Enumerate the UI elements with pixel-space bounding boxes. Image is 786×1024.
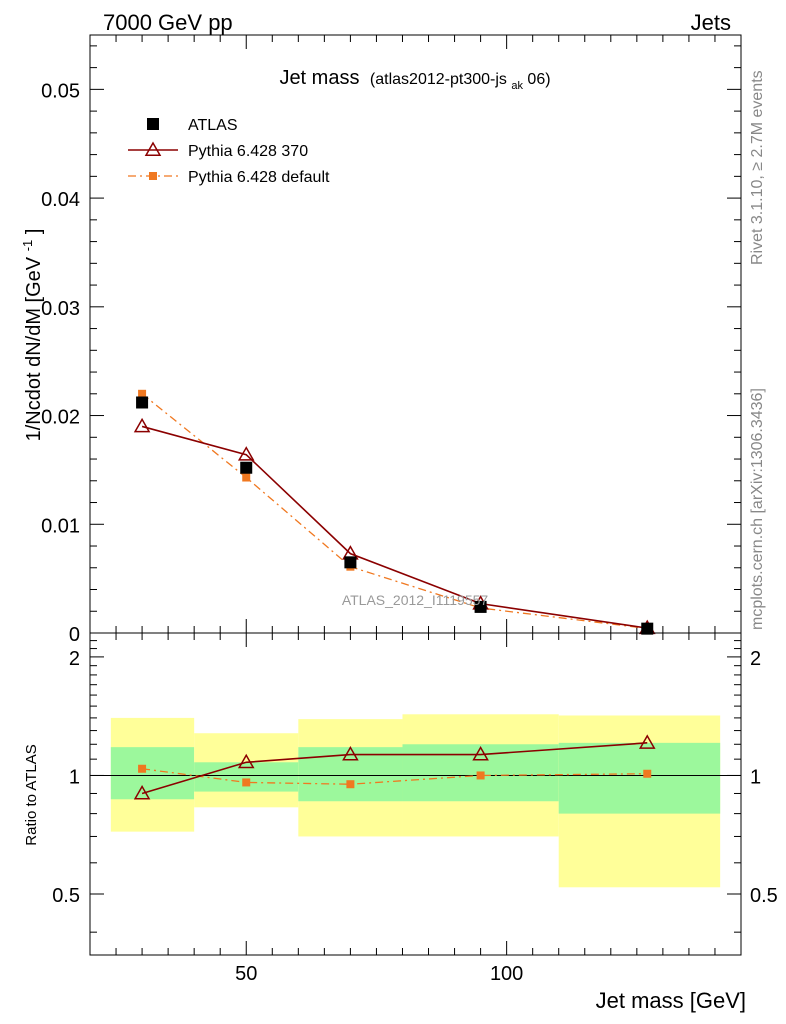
- main-y-tick-label: 0.02: [41, 407, 80, 429]
- ratio-panel: 0.5 0.5 1 1 2 2 50 100 Ratio to ATLAS Jet mass…: [23, 632, 778, 1013]
- ratio-series: [133, 734, 656, 800]
- ratio-data-point: [643, 769, 652, 778]
- main-y-tick-label: 0.04: [41, 189, 80, 211]
- ratio-y-tick-label-right: 2: [750, 648, 761, 670]
- ratio-data-point: [138, 764, 147, 773]
- main-data-point: [136, 396, 149, 409]
- main-y-axis-label: 1/Ncdot dN/dM [GeV -1 ]: [15, 229, 45, 442]
- ratio-inner-band: [110, 747, 195, 800]
- title-subtitle: (atlas2012-pt300-js: [370, 71, 507, 88]
- ratio-data-point: [638, 734, 656, 749]
- x-tick-labels: 50 100: [235, 963, 523, 985]
- ratio-data-point: [472, 746, 489, 761]
- legend: ATLAS Pythia 6.428 370 Pythia 6.428 defaul…: [128, 117, 330, 186]
- legend-item: Pythia 6.428 default: [128, 169, 330, 186]
- main-data-point: [344, 556, 357, 569]
- mcplots-label: mcplots.cern.ch [arXiv:1306.3436]: [749, 388, 766, 630]
- ratio-bands: [90, 714, 741, 888]
- ratio-inner-band: [194, 762, 299, 792]
- title-subscript: ak: [511, 80, 523, 92]
- main-data-point: [138, 389, 147, 398]
- ratio-ticks: [89, 633, 742, 955]
- main-data-point: [474, 600, 487, 613]
- header-left: 7000 GeV pp: [103, 10, 233, 35]
- ratio-y-tick-label: 0.5: [52, 885, 80, 907]
- ratio-y-axis-label: Ratio to ATLAS: [23, 744, 40, 845]
- legend-marker: [147, 118, 159, 130]
- x-axis-label: Jet mass [GeV]: [596, 988, 746, 1013]
- main-y-tick-label: 0.05: [41, 80, 80, 102]
- main-panel: Jet mass (atlas2012-pt300-js ak 06) 1/Nc…: [15, 34, 742, 646]
- legend-marker: [144, 141, 162, 156]
- ratio-series-dashdot-square: [138, 764, 652, 789]
- ratio-inner-band: [298, 747, 403, 802]
- legend-item: ATLAS: [147, 117, 238, 134]
- ratio-data-point: [346, 780, 355, 789]
- ratio-y-tick-label: 1: [69, 766, 80, 788]
- rivet-version-label: Rivet 3.1.10, ≥ 2.7M events: [749, 70, 766, 265]
- legend-marker: [149, 172, 157, 180]
- ratio-y-tick-label-right: 1: [750, 766, 761, 788]
- main-series-data: [136, 396, 654, 635]
- analysis-watermark: ATLAS_2012_I1119557: [342, 592, 489, 608]
- main-data-point: [242, 473, 251, 482]
- legend-label: Pythia 6.428 default: [188, 169, 330, 186]
- ylabel-main: 1/Ncdot dN/dM [GeV: [23, 256, 45, 441]
- ylabel-end: ]: [23, 229, 45, 235]
- ratio-y-tick-label: 2: [69, 648, 80, 670]
- ratio-series-line: [141, 742, 648, 795]
- x-tick-label: 50: [235, 963, 257, 985]
- legend-item: Pythia 6.428 370: [128, 141, 308, 160]
- ratio-series-line-open-triangle: [133, 734, 656, 800]
- x-tick-label: 100: [490, 963, 523, 985]
- ratio-data-point: [133, 784, 151, 800]
- ratio-y-tick-label-right: 0.5: [750, 885, 778, 907]
- main-y-tick-label: 0.01: [41, 515, 80, 537]
- ratio-frame: [89, 632, 742, 956]
- ratio-data-point: [242, 778, 251, 787]
- ratio-y-tick-labels: 0.5 0.5 1 1 2 2: [52, 648, 778, 907]
- ratio-data-point: [342, 746, 359, 761]
- main-data-point: [641, 622, 654, 635]
- legend-label: Pythia 6.428 370: [188, 143, 308, 160]
- main-data-point: [237, 446, 255, 461]
- legend-label: ATLAS: [188, 117, 238, 134]
- main-title: Jet mass (atlas2012-pt300-js ak 06): [279, 67, 550, 93]
- main-y-tick-label: 0.03: [41, 298, 80, 320]
- main-y-tick-label: 0: [69, 624, 80, 646]
- main-y-tick-labels: 0 0.01 0.02 0.03 0.04 0.05: [41, 80, 80, 646]
- main-series: [133, 389, 656, 635]
- ratio-data-point: [476, 771, 485, 780]
- main-series-line: [141, 425, 648, 629]
- ratio-inner-band: [558, 742, 721, 814]
- main-data-point: [133, 417, 151, 433]
- ratio-data-point: [237, 753, 255, 769]
- ylabel-sup: -1: [20, 240, 35, 252]
- header-right: Jets: [691, 10, 731, 35]
- main-data-point: [240, 461, 253, 474]
- title-subtitle-end: 06): [527, 71, 550, 88]
- title-main: Jet mass: [279, 67, 359, 89]
